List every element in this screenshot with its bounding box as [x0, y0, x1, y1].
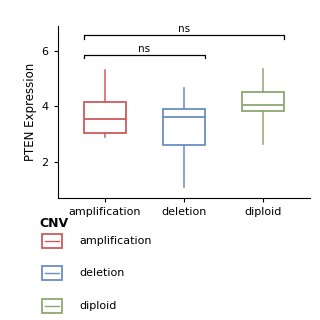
Text: CNV: CNV [39, 217, 68, 230]
Text: deletion: deletion [79, 268, 125, 278]
Text: amplification: amplification [79, 236, 152, 246]
Text: ns: ns [139, 44, 151, 54]
Y-axis label: PTEN Expression: PTEN Expression [24, 63, 37, 161]
Text: diploid: diploid [79, 301, 117, 311]
Text: ns: ns [178, 24, 190, 34]
